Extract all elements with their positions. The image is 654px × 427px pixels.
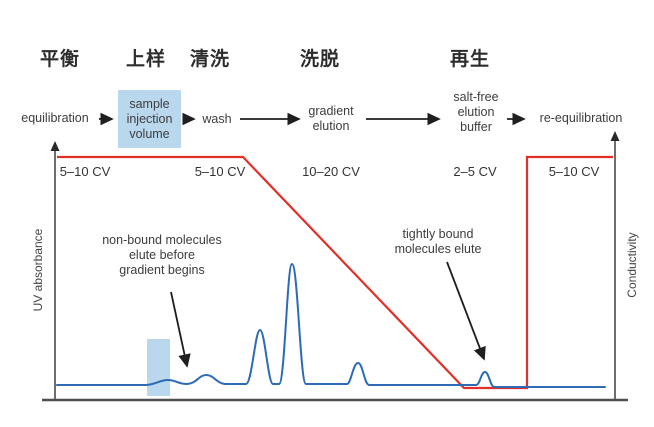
cv-label-reequil: 5–10 CV [548,164,600,179]
left-axis-arrowhead-icon [50,141,60,151]
phase-zh-wash: 清洗 [189,49,230,70]
flow-step-gradient-elution: gradient elution [308,104,354,133]
annotation-nonbound: non-bound molecules elute before gradien… [102,233,222,277]
flow-step-sample-injection: sample injection volume [126,97,173,141]
injection-band [147,339,170,396]
phase-zh-load: 上样 [125,49,166,70]
y-axis-label-uv: UV absorbance [31,228,45,312]
phase-zh-equilibration: 平衡 [39,49,80,70]
phase-zh-regeneration: 再生 [449,49,490,70]
flow-step-wash: wash [202,112,232,126]
right-axis-arrowhead-icon [610,131,620,141]
phase-zh-elution: 洗脱 [299,49,340,70]
annotation-arrow-tightlybound-icon [446,261,486,361]
y-axis-label-conductivity: Conductivity [625,232,639,298]
flow-step-re-equilibration: re-equilibration [539,111,623,125]
uv-trace [56,262,606,388]
cv-label-elution: 10–20 CV [302,164,360,179]
annotation-tightlybound: tightly bound molecules elute [394,227,482,256]
flow-step-salt-free-buffer: salt-free elution buffer [453,90,499,134]
cv-label-saltfree: 2–5 CV [453,164,497,179]
annotation-arrow-nonbound-icon [170,291,191,368]
cv-label-equilibration: 5–10 CV [59,164,111,179]
sample-injection-box [118,90,181,148]
flow-step-equilibration: equilibration [21,111,89,125]
cv-label-wash: 5–10 CV [194,164,246,179]
